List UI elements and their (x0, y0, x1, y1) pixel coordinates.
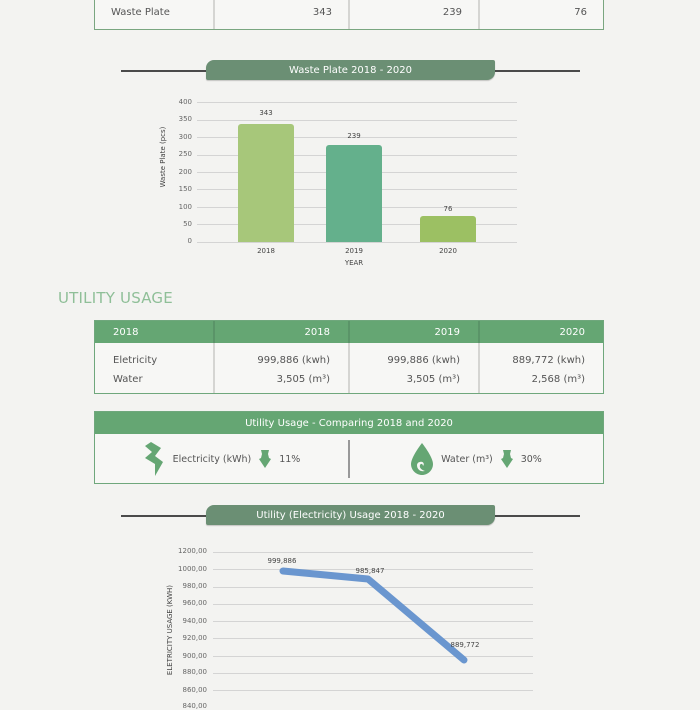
x-tick: 2019 (345, 247, 363, 255)
y-tick: 200 (178, 168, 192, 176)
electricity-comparison: Electricity (kWh) 11% (95, 442, 348, 476)
table-header: 2018 2018 2019 2020 (95, 321, 603, 343)
point-label: 985,847 (355, 567, 385, 575)
table-cell: 999,886 (kwh) (387, 355, 460, 366)
waste-table: Waste Plate 343 239 76 (94, 0, 604, 30)
value-2019: 239 (350, 0, 480, 29)
header-cell: 2018 (95, 321, 215, 343)
y-tick: 350 (178, 115, 192, 123)
point-label: 889,772 (450, 641, 480, 649)
divider (348, 440, 350, 478)
section-title-utility: UTILITY USAGE (58, 289, 173, 307)
bar-value-label: 239 (347, 132, 361, 140)
divider (494, 515, 580, 517)
y-tick: 900,00 (182, 652, 208, 660)
electricity-change: 11% (279, 453, 301, 465)
divider (121, 70, 207, 72)
y-tick: 980,00 (182, 582, 208, 590)
electricity-line (279, 567, 468, 664)
divider (494, 70, 580, 72)
lightning-icon (144, 442, 163, 476)
bar-2019 (326, 145, 382, 242)
row-label: Eletricity (113, 355, 158, 366)
comparison-title: Utility Usage - Comparing 2018 and 2020 (95, 412, 603, 434)
table-cell: 3,505 (m³) (276, 374, 330, 385)
down-arrow-icon (500, 450, 513, 468)
waste-chart-banner: Waste Plate 2018 - 2020 (206, 60, 495, 80)
y-tick: 880,00 (182, 668, 208, 676)
bar-value-label: 76 (443, 205, 453, 213)
electricity-chart-banner: Utility (Electricity) Usage 2018 - 2020 (206, 505, 495, 525)
y-tick: 1200,00 (178, 547, 207, 555)
y-tick: 400 (178, 98, 192, 106)
row-label: Water (113, 374, 143, 385)
table-body: Eletricity Water 999,886 (kwh) 3,505 (m³… (95, 343, 603, 393)
divider (121, 515, 207, 517)
waste-bar-chart: Waste Plate (pcs) 400 350 300 250 200 15… (150, 95, 530, 270)
y-tick: 50 (183, 220, 192, 228)
water-change: 30% (520, 453, 542, 465)
point-label: 999,886 (267, 557, 297, 565)
x-axis-label: YEAR (344, 259, 364, 267)
table-cell: 999,886 (kwh) (257, 355, 330, 366)
value-2018: 343 (215, 0, 350, 29)
header-cell: 2019 (350, 321, 480, 343)
x-tick: 2020 (439, 247, 457, 255)
y-tick: 860,00 (182, 686, 208, 694)
y-tick: 150 (178, 185, 192, 193)
table-cell: 889,772 (kwh) (512, 355, 585, 366)
bar-2018 (238, 124, 294, 242)
y-tick: 0 (187, 237, 192, 245)
y-tick: 300 (178, 133, 192, 141)
bar-value-label: 343 (259, 109, 273, 117)
down-arrow-icon (259, 450, 272, 468)
value-2020: 76 (574, 7, 587, 18)
y-tick: 100 (178, 203, 192, 211)
table-cell: 3,505 (m³) (406, 374, 460, 385)
utility-comparison: Utility Usage - Comparing 2018 and 2020 … (94, 411, 604, 484)
water-comparison: Water (m³) 30% (350, 443, 603, 475)
y-tick: 920,00 (182, 634, 208, 642)
table-cell: 2,568 (m³) (531, 374, 585, 385)
y-tick: 840,00 (182, 702, 208, 710)
utility-table: 2018 2018 2019 2020 Eletricity Water 999… (94, 320, 604, 394)
row-label: Waste Plate (95, 0, 215, 29)
water-label: Water (m³) (441, 453, 493, 465)
electricity-label: Electricity (kWh) (172, 453, 252, 465)
x-tick: 2018 (257, 247, 275, 255)
y-tick: 1000,00 (178, 565, 207, 573)
y-tick: 250 (178, 150, 192, 158)
electricity-line-chart: ELETRICITY USAGE (KWH) 1200,00 1000,00 9… (160, 540, 540, 710)
y-tick: 940,00 (182, 617, 208, 625)
y-tick: 960,00 (182, 599, 208, 607)
water-drop-icon (411, 443, 434, 475)
header-cell: 2020 (559, 326, 585, 338)
bar-2020 (420, 216, 476, 242)
header-cell: 2018 (215, 321, 350, 343)
